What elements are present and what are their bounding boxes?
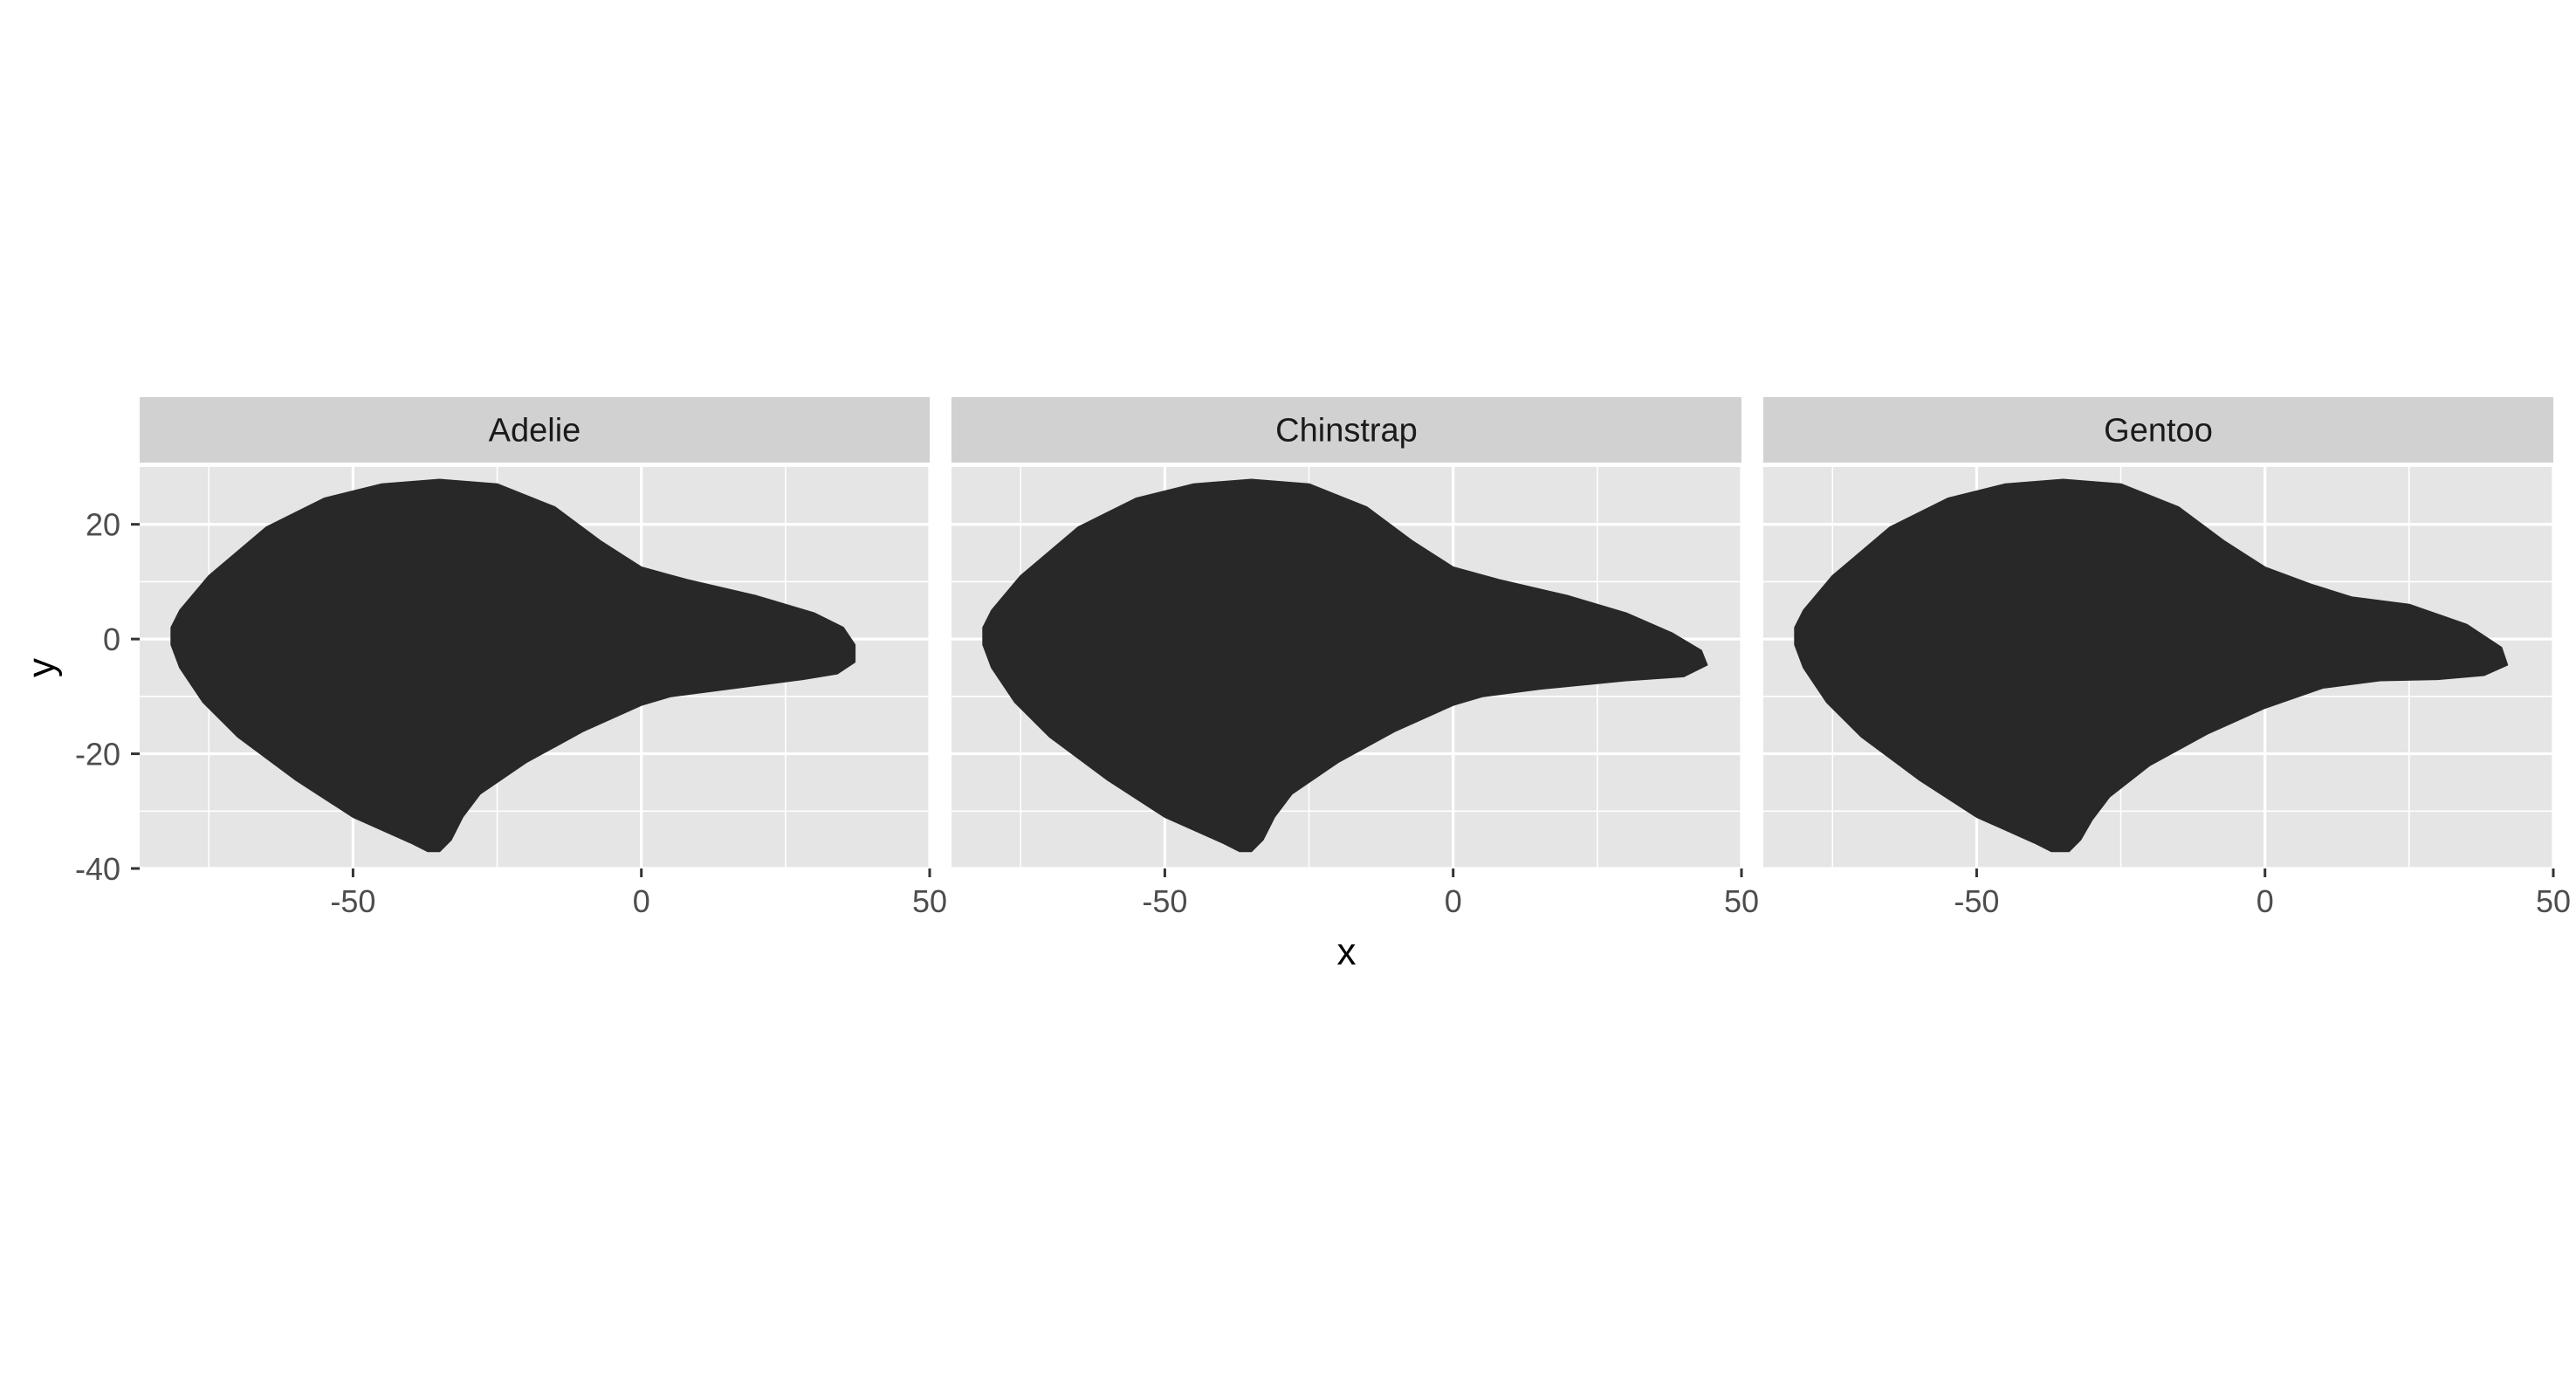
area-shape-gentoo	[1794, 478, 2509, 853]
x-tick-label: -50	[1142, 883, 1187, 919]
x-tick-label: -50	[330, 883, 375, 919]
x-tick-label: 0	[1445, 883, 1462, 919]
facet-strip-label: Gentoo	[2104, 413, 2213, 450]
area-shape-adelie	[170, 478, 856, 853]
facet-strip	[951, 397, 1741, 463]
facet-strip-label: Adelie	[489, 413, 581, 450]
area-shape-chinstrap	[982, 478, 1708, 853]
y-tick-label: 0	[103, 621, 120, 657]
x-tick-label: 50	[1724, 883, 1759, 919]
facet-strip	[140, 397, 930, 463]
y-axis-title: y	[20, 658, 63, 677]
facet-strip-label: Chinstrap	[1275, 413, 1418, 450]
y-tick-label: -20	[75, 737, 120, 772]
facet-gentoo: Gentoo -50 0 50	[1763, 397, 2571, 919]
x-tick-label: -50	[1954, 883, 1999, 919]
x-axis-title: x	[1337, 930, 1357, 973]
y-tick-label: 20	[86, 507, 120, 543]
facet-adelie: Adelie -50 0 50	[140, 397, 947, 919]
y-axis: -40 -20 0 20	[75, 507, 140, 887]
x-tick-label: 50	[912, 883, 947, 919]
facet-strip	[1763, 397, 2553, 463]
x-tick-label: 50	[2536, 883, 2571, 919]
facet-chinstrap: Chinstrap -50 0 50	[951, 397, 1759, 919]
facet-panels: Adelie -50 0 50 Chinstrap -50 0 50 Gentoo -50 0 50	[140, 397, 2571, 919]
y-tick-label: -40	[75, 851, 120, 887]
x-tick-label: 0	[633, 883, 650, 919]
x-tick-label: 0	[2257, 883, 2274, 919]
